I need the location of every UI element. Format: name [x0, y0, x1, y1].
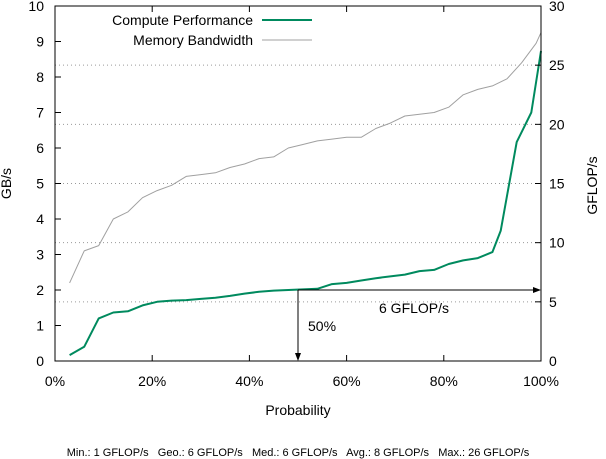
- grid-layer: [55, 64, 541, 303]
- y-tick-label-left-8: 8: [36, 69, 44, 85]
- x-tick-label-5: 100%: [523, 373, 559, 389]
- y-tick-label-right-6: 30: [549, 0, 565, 14]
- annotation-median-arrowhead: [295, 353, 301, 361]
- x-tick-label-0: 0%: [45, 373, 65, 389]
- y-tick-label-left-5: 5: [36, 176, 44, 192]
- annotation-threshold-label: 6 GFLOP/s: [379, 300, 449, 316]
- y-tick-label-right-2: 10: [549, 235, 565, 251]
- y-axis-label-left: GB/s: [0, 168, 14, 199]
- x-tick-label-1: 20%: [138, 373, 166, 389]
- x-axis-label: Probability: [265, 402, 330, 418]
- y-axis-label-right: GFLOP/s: [584, 156, 600, 214]
- series-layer: [69, 32, 542, 356]
- y-tick-label-right-1: 5: [549, 294, 557, 310]
- annotation-threshold-arrowhead: [533, 287, 541, 293]
- y-tick-label-right-5: 25: [549, 57, 565, 73]
- y-tick-label-left-4: 4: [36, 211, 44, 227]
- y-tick-label-left-2: 2: [36, 282, 44, 298]
- y-tick-label-right-0: 0: [549, 353, 557, 369]
- y-tick-label-left-1: 1: [36, 318, 44, 334]
- y-tick-label-right-3: 15: [549, 176, 565, 192]
- annotation-median-label: 50%: [308, 318, 336, 334]
- tick-layer: 0 1 2 3 4 5 6 7 8 9 10 0 5 10 15 20 25 30 0% 20% 40% 60% 80% 10…: [28, 0, 564, 389]
- series-line-compute-performance: [69, 50, 542, 356]
- y-tick-label-left-3: 3: [36, 247, 44, 263]
- y-tick-label-left-7: 7: [36, 105, 44, 121]
- annotation-layer: [295, 287, 541, 361]
- legend: Compute Performance Memory Bandwidth: [112, 12, 312, 48]
- y-tick-label-left-6: 6: [36, 140, 44, 156]
- y-tick-label-left-10: 10: [28, 0, 44, 14]
- y-tick-label-right-4: 20: [549, 116, 565, 132]
- legend-label-compute: Compute Performance: [112, 12, 253, 28]
- x-tick-label-2: 40%: [235, 373, 263, 389]
- legend-label-memory: Memory Bandwidth: [133, 32, 253, 48]
- summary-footer: Min.: 1 GFLOP/s Geo.: 6 GFLOP/s Med.: 6 …: [67, 447, 530, 459]
- y-tick-label-left-0: 0: [36, 353, 44, 369]
- x-tick-label-3: 60%: [333, 373, 361, 389]
- x-tick-label-4: 80%: [430, 373, 458, 389]
- y-tick-label-left-9: 9: [36, 34, 44, 50]
- series-line-memory-bandwidth: [69, 32, 542, 284]
